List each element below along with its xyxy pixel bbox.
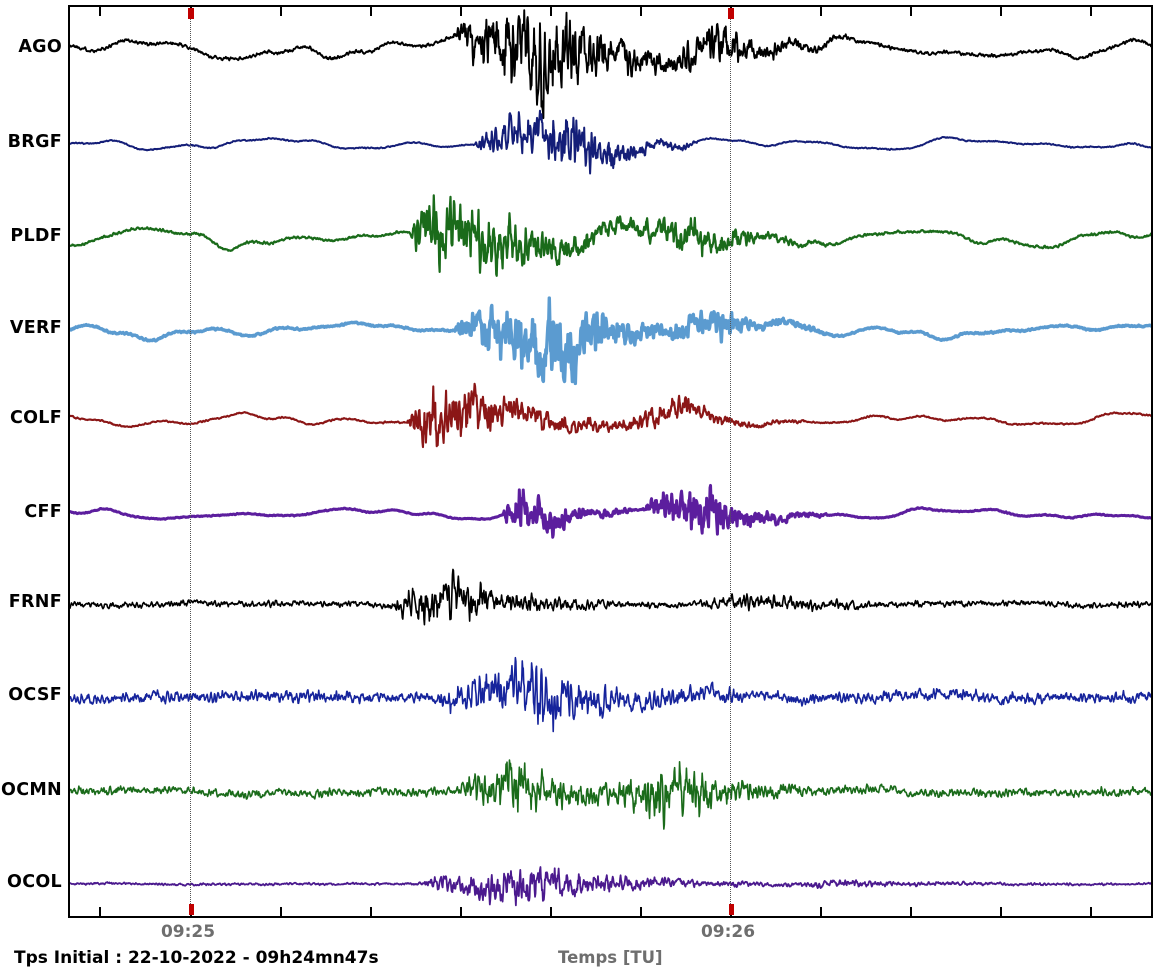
station-label-ocol: OCOL	[7, 872, 62, 892]
x-tick-bottom-0	[99, 907, 101, 916]
x-tick-bottom-4	[460, 907, 462, 916]
red-marker-bottom-1	[189, 904, 194, 915]
trace-ocsf	[70, 656, 1151, 733]
station-label-pldf: PLDF	[10, 226, 62, 246]
x-tick-top-8	[820, 7, 822, 16]
x-tick-top-2	[280, 7, 282, 16]
x-tick-top-3	[370, 7, 372, 16]
x-tick-top-0	[99, 7, 101, 16]
trace-cff	[70, 483, 1151, 539]
trace-frnf	[70, 568, 1151, 626]
waveform-traces	[70, 9, 1151, 907]
x-tick-bottom-9	[910, 907, 912, 916]
trace-verf	[70, 296, 1151, 386]
x-tick-bottom-5	[550, 907, 552, 916]
x-tick-top-9	[910, 7, 912, 16]
x-tick-bottom-8	[820, 907, 822, 916]
x-tick-label-2: 09:26	[700, 922, 756, 942]
station-label-cff: CFF	[24, 502, 62, 522]
x-tick-bottom-6	[640, 907, 642, 916]
station-label-verf: VERF	[9, 318, 62, 338]
trace-brgf	[70, 109, 1151, 175]
x-axis-label: Temps [TU]	[558, 948, 663, 967]
gridline-2	[730, 7, 731, 916]
x-tick-top-5	[550, 7, 552, 16]
x-tick-top-11	[1090, 7, 1092, 16]
red-marker-top-1	[188, 8, 194, 19]
seismogram-plot-area[interactable]	[68, 5, 1153, 918]
x-tick-bottom-3	[370, 907, 372, 916]
gridline-1	[190, 7, 191, 916]
x-tick-bottom-10	[1000, 907, 1002, 916]
x-tick-bottom-2	[280, 907, 282, 916]
red-marker-bottom-2	[729, 904, 734, 915]
initial-time-label: Tps Initial : 22-10-2022 - 09h24mn47s	[14, 948, 379, 968]
x-tick-bottom-11	[1090, 907, 1092, 916]
x-tick-top-4	[460, 7, 462, 16]
trace-ago	[70, 9, 1151, 120]
station-label-ago: AGO	[18, 37, 62, 57]
station-label-column: AGO BRGF PLDF VERF COLF CFF FRNF OCSF OCMN OCOL	[0, 0, 68, 920]
trace-pldf	[70, 194, 1151, 277]
station-label-colf: COLF	[9, 408, 62, 428]
station-label-frnf: FRNF	[8, 592, 62, 612]
x-tick-top-10	[1000, 7, 1002, 16]
trace-colf	[70, 382, 1151, 449]
station-label-ocsf: OCSF	[8, 685, 62, 705]
station-label-ocmn: OCMN	[1, 780, 62, 800]
trace-ocol	[70, 866, 1151, 907]
trace-ocmn	[70, 759, 1151, 830]
x-tick-label-1: 09:25	[160, 922, 216, 942]
x-tick-top-6	[640, 7, 642, 16]
station-label-brgf: BRGF	[7, 132, 62, 152]
red-marker-top-2	[728, 8, 734, 19]
